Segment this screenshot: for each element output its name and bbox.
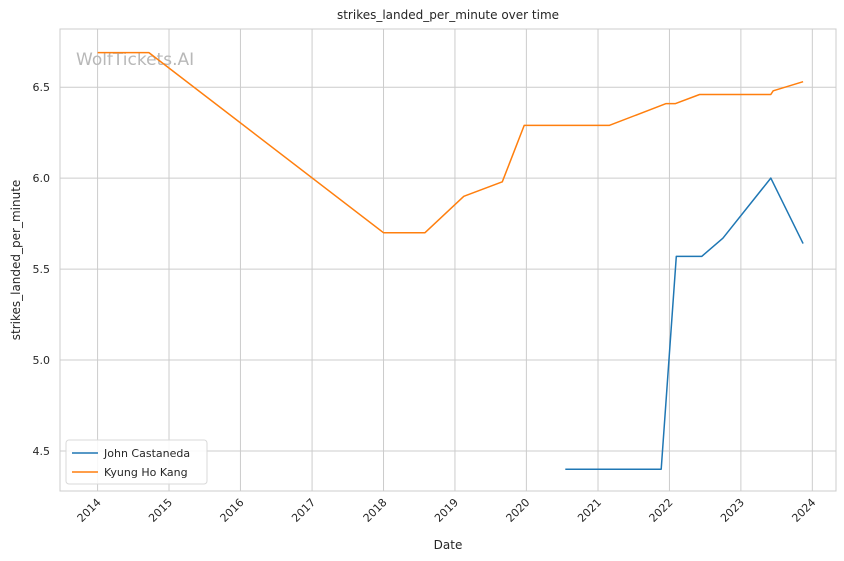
y-tick-label: 5.0 [33, 354, 51, 367]
legend-label: John Castaneda [103, 447, 190, 460]
grid [60, 29, 836, 491]
x-axis-label: Date [434, 538, 463, 552]
y-tick-label: 6.5 [33, 81, 51, 94]
legend: John Castaneda Kyung Ho Kang [65, 439, 208, 485]
series-lines [97, 51, 804, 470]
chart-title: strikes_landed_per_minute over time [337, 8, 559, 22]
y-tick-label: 5.5 [33, 263, 51, 276]
legend-box [65, 439, 208, 485]
y-axis-label: strikes_landed_per_minute [9, 180, 23, 341]
y-tick-label: 6.0 [33, 172, 51, 185]
series-line-john-castaneda [565, 177, 804, 470]
y-tick-label: 4.5 [33, 445, 51, 458]
legend-label: Kyung Ho Kang [104, 466, 188, 479]
series-line-kyung-ho-kang [97, 51, 804, 234]
plot-frame [59, 28, 837, 492]
